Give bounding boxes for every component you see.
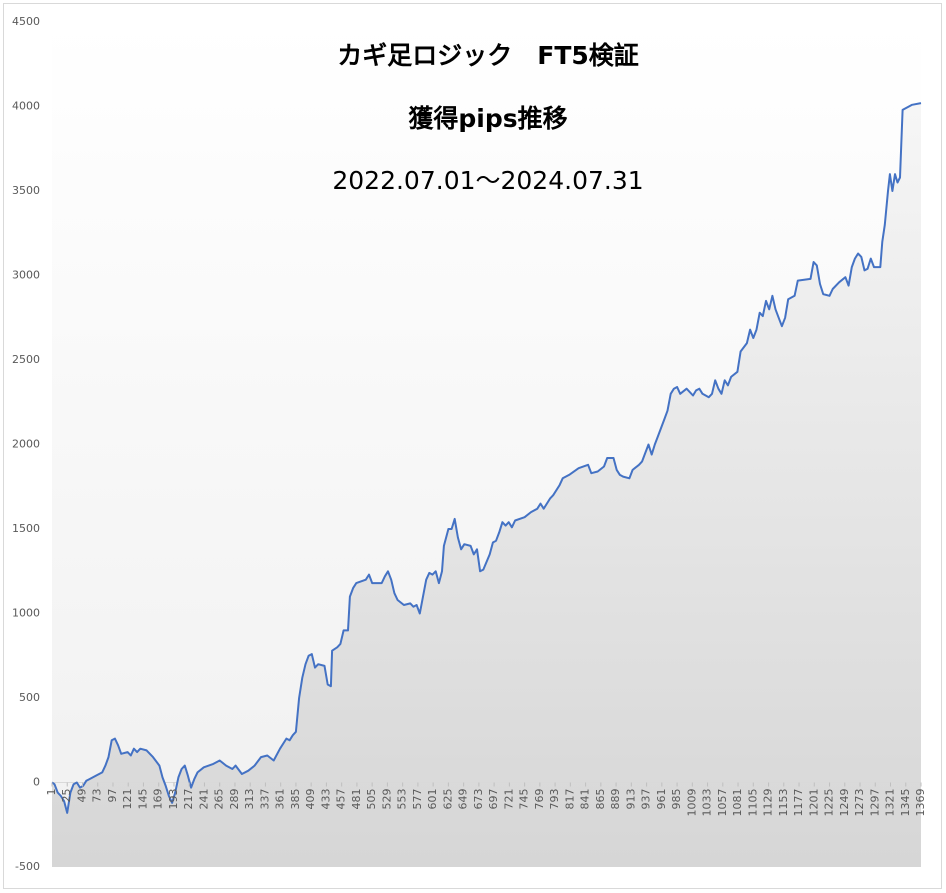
x-tick-label: 49 <box>75 789 88 803</box>
y-tick-label: 3500 <box>12 184 40 197</box>
x-tick-label: 1057 <box>716 789 729 817</box>
y-tick-label: 4500 <box>12 15 40 28</box>
x-tick-label: 769 <box>533 789 546 810</box>
area <box>52 103 921 868</box>
x-tick-label: 505 <box>365 789 378 810</box>
x-tick-label: 673 <box>472 789 485 810</box>
plot-area: -500 0 500 1000 1500 2000 2500 3000 3500 4000 4500… <box>12 15 927 873</box>
x-tick-label: 481 <box>350 789 363 810</box>
x-tick-label: 1153 <box>777 789 790 817</box>
y-tick-label: 2000 <box>12 438 40 451</box>
x-tick-label: 265 <box>213 789 226 810</box>
x-tick-label: 1129 <box>762 789 775 817</box>
x-tick-label: 73 <box>91 789 104 803</box>
x-tick-label: 625 <box>441 789 454 810</box>
x-tick-label: 721 <box>502 789 515 810</box>
x-tick-label: 385 <box>289 789 302 810</box>
x-tick-label: 1273 <box>853 789 866 817</box>
x-tick-label: 1 <box>45 789 58 796</box>
y-tick-label: 2500 <box>12 353 40 366</box>
x-tick-label: 97 <box>106 789 119 803</box>
date-range: 2022.07.01～2024.07.31 <box>332 166 643 195</box>
x-tick-label: 25 <box>60 789 73 803</box>
x-tick-label: 1225 <box>823 789 836 817</box>
x-tick-label: 697 <box>487 789 500 810</box>
x-tick-label: 457 <box>335 789 348 810</box>
x-tick-label: 1249 <box>838 789 851 817</box>
y-tick-label: 4000 <box>12 100 40 113</box>
x-tick-label: 409 <box>304 789 317 810</box>
x-tick-label: 961 <box>655 789 668 810</box>
y-tick-label: 0 <box>33 776 40 789</box>
x-tick-label: 241 <box>197 789 210 810</box>
x-tick-label: 985 <box>670 789 683 810</box>
x-tick-label: 889 <box>609 789 622 810</box>
x-tick-label: 1081 <box>731 789 744 817</box>
x-tick-label: 577 <box>411 789 424 810</box>
x-tick-label: 337 <box>258 789 271 810</box>
x-tick-label: 193 <box>167 789 180 810</box>
x-tick-label: 841 <box>579 789 592 810</box>
x-tick-label: 601 <box>426 789 439 810</box>
x-tick-label: 1033 <box>701 789 714 817</box>
x-tick-label: 1297 <box>868 789 881 817</box>
y-tick-label: 1000 <box>12 607 40 620</box>
line <box>51 102 922 814</box>
x-tick-label: 313 <box>243 789 256 810</box>
x-tick-label: 865 <box>594 789 607 810</box>
x-tick-label: 817 <box>563 789 576 810</box>
x-tick-label: 553 <box>396 789 409 810</box>
x-tick-label: 1201 <box>807 789 820 817</box>
x-tick-label: 937 <box>640 789 653 810</box>
x-tick-label: 1369 <box>914 789 927 817</box>
x-tick-label: 1009 <box>685 789 698 817</box>
x-tick-label: 1105 <box>746 789 759 817</box>
chart-subtitle: 獲得pips推移 <box>408 104 567 133</box>
x-tick-label: 145 <box>136 789 149 810</box>
x-tick-label: 433 <box>319 789 332 810</box>
x-tick-label: 649 <box>457 789 470 810</box>
x-tick-label: 1345 <box>899 789 912 817</box>
x-tick-label: 289 <box>228 789 241 810</box>
x-tick-label: 217 <box>182 789 195 810</box>
x-tick-label: 529 <box>380 789 393 810</box>
x-tick-label: 1321 <box>884 789 897 817</box>
y-tick-label: 500 <box>19 691 40 704</box>
x-tick-label: 1177 <box>792 789 805 817</box>
x-tick-label: 361 <box>274 789 287 810</box>
y-tick-label: -500 <box>15 860 40 873</box>
y-tick-label: 1500 <box>12 522 40 535</box>
x-tick-label: 913 <box>624 789 637 810</box>
y-tick-label: 3000 <box>12 269 40 282</box>
x-tick-label: 745 <box>518 789 531 810</box>
x-tick-label: 169 <box>152 789 165 810</box>
chart-title: カギ足ロジック FT5検証 <box>337 41 639 70</box>
x-tick-label: 793 <box>548 789 561 810</box>
x-tick-label: 121 <box>121 789 134 810</box>
